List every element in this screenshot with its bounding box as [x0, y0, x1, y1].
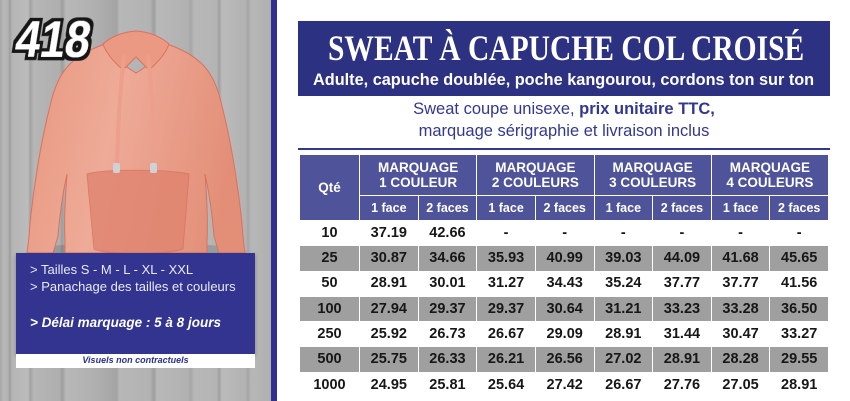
svg-text:418: 418: [11, 11, 94, 68]
